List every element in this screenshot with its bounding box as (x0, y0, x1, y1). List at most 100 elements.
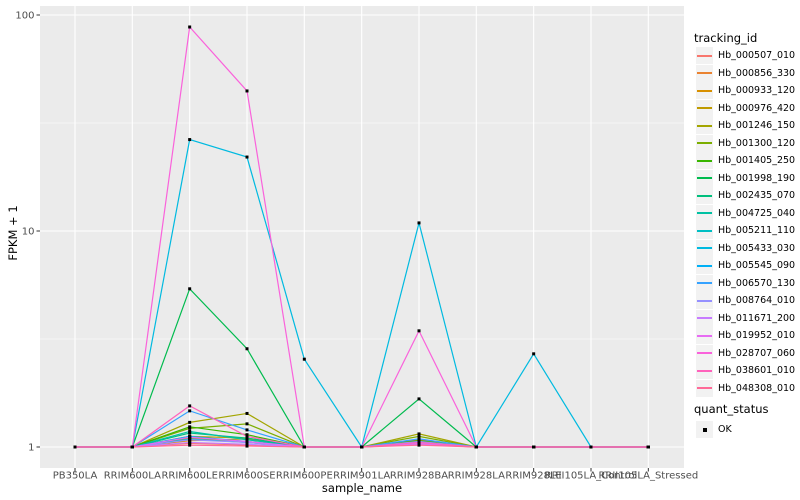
legend: tracking_id Hb_000507_010 Hb_000856_330 Hb… (690, 0, 798, 500)
legend-item: Hb_038601_010 (696, 362, 795, 380)
legend-item: Hb_002435_070 (696, 187, 795, 205)
legend-line-icon (697, 212, 712, 215)
data-point (417, 329, 421, 333)
y-tick-label: 10 (22, 227, 35, 238)
data-point (188, 435, 192, 439)
legend-key-swatch (696, 187, 713, 205)
legend-line-icon (697, 124, 712, 127)
legend-item-label: Hb_001300_120 (718, 137, 796, 149)
data-point (302, 357, 306, 361)
data-point (474, 445, 478, 449)
legend-item: Hb_004725_040 (696, 204, 796, 223)
legend-line-icon (697, 107, 712, 110)
data-point (532, 352, 536, 356)
legend-line-icon (697, 317, 712, 320)
data-point (245, 434, 249, 438)
legend-line-icon (697, 194, 712, 197)
data-point (188, 426, 192, 430)
data-point (245, 438, 249, 442)
legend-line-icon (697, 229, 712, 232)
legend-key-swatch (696, 327, 713, 345)
x-axis-title: sample_name (321, 481, 403, 495)
data-point (417, 221, 421, 225)
data-point (188, 440, 192, 444)
legend-item-label: Hb_048308_010 (718, 382, 796, 394)
legend-item: Hb_000933_120 (696, 82, 795, 100)
legend-line-icon (697, 352, 712, 355)
legend-item: Hb_005545_090 (696, 257, 795, 275)
legend-item-label: Hb_038601_010 (718, 365, 796, 377)
data-point (188, 409, 192, 413)
data-point (188, 287, 192, 291)
legend-key-swatch (696, 274, 713, 292)
data-point (245, 411, 249, 415)
data-point (188, 429, 192, 433)
legend-key-swatch (696, 47, 713, 65)
legend-item-label: Hb_000856_330 (718, 67, 796, 79)
data-point (245, 436, 249, 440)
legend-item: Hb_005211_110 (696, 222, 795, 240)
legend-line-icon (697, 54, 712, 57)
data-point (188, 25, 192, 29)
legend-item: Hb_001998_190 (696, 169, 796, 188)
legend-item-label: Hb_002435_070 (718, 190, 796, 202)
x-tick-label: RRIM928LA (448, 471, 505, 482)
legend-key-swatch (696, 239, 713, 257)
legend-line-icon (697, 369, 712, 372)
data-point (245, 444, 249, 448)
data-point (188, 431, 192, 435)
legend-item-label: Hb_005433_030 (718, 242, 796, 254)
legend-line-icon (697, 264, 712, 267)
legend-title-quant-status: quant_status (694, 402, 769, 416)
legend-item: Hb_000507_010 (696, 47, 795, 65)
legend-item: Hb_000976_420 (696, 99, 795, 118)
legend-item: Hb_008764_010 (696, 292, 795, 310)
data-point (245, 89, 249, 93)
legend-item: Hb_028707_060 (696, 344, 795, 363)
legend-item: Hb_019952_010 (696, 327, 795, 345)
data-point (245, 428, 249, 432)
data-point (188, 420, 192, 424)
data-point (245, 433, 249, 437)
legend-key-swatch (696, 379, 713, 397)
data-point (417, 443, 421, 447)
x-tick-label: RRIM600LA (104, 471, 161, 482)
legend-key-swatch (696, 309, 713, 327)
legend-key-swatch (696, 362, 713, 380)
legend-item-label: Hb_008764_010 (718, 295, 796, 307)
legend-key-swatch (696, 222, 713, 240)
legend-line-icon (697, 159, 712, 162)
data-point (589, 445, 593, 449)
legend-item-label: Hb_004725_040 (718, 207, 796, 219)
y-tick-label: 100 (15, 11, 34, 22)
legend-item-label: Hb_001246_150 (718, 120, 796, 132)
data-point (360, 445, 364, 449)
legend-item: Hb_001300_120 (696, 134, 796, 153)
legend-item-label: Hb_005545_090 (718, 260, 796, 272)
legend-item-label: Hb_011671_200 (718, 312, 796, 324)
legend-key-swatch (696, 344, 713, 362)
x-tick-label: RRIM600LE (161, 471, 217, 482)
legend-line-icon (697, 334, 712, 337)
data-point (646, 445, 650, 449)
legend-line-icon (697, 299, 712, 302)
legend-item-ok: OK (696, 421, 732, 439)
x-tick-label: RRII105LA_Control (545, 471, 638, 482)
data-point (417, 434, 421, 438)
legend-line-icon (697, 387, 712, 390)
legend-items: Hb_000507_010 Hb_000856_330 Hb_000933_120 H… (696, 47, 795, 397)
legend-item: Hb_006570_130 (696, 274, 796, 293)
legend-key-swatch (696, 82, 713, 100)
legend-line-icon (697, 142, 712, 145)
legend-item-label: Hb_019952_010 (718, 330, 796, 342)
legend-item: Hb_001246_150 (696, 117, 795, 135)
data-point (532, 445, 536, 449)
legend-item-label: Hb_006570_130 (718, 277, 796, 289)
legend-line-icon (697, 72, 712, 75)
legend-line-icon (697, 282, 712, 285)
legend-item-label: Hb_005211_110 (718, 225, 796, 237)
legend-item: Hb_011671_200 (696, 309, 796, 328)
legend-item-label: Hb_001998_190 (718, 172, 796, 184)
